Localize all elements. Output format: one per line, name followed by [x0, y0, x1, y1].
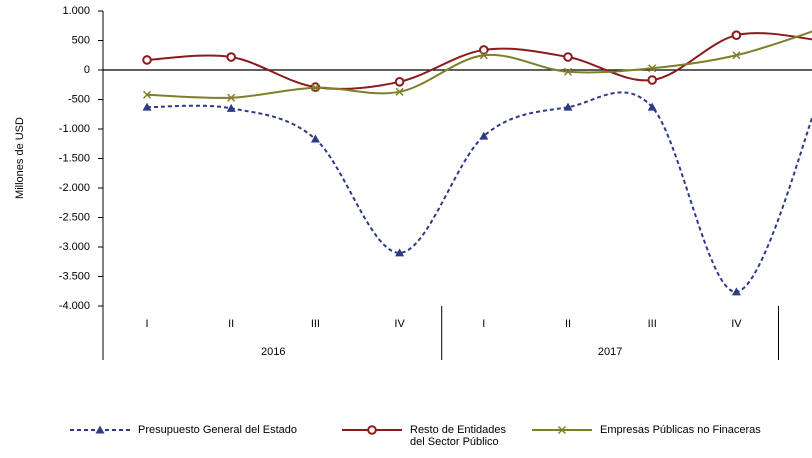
series-line [146, 91, 812, 293]
marker [563, 102, 573, 111]
y-tick-label: -2.000 [59, 182, 90, 194]
legend-swatch [342, 425, 402, 435]
x-tick-label: II [228, 318, 234, 330]
y-tick-label: -500 [68, 93, 90, 105]
marker [226, 52, 236, 62]
x-tick-label: I [145, 318, 148, 330]
y-tick-label: -2.500 [59, 211, 90, 223]
x-tick-label: II [565, 318, 571, 330]
legend-label: Resto de Entidades del Sector Público [410, 424, 507, 448]
y-tick-label: -3.500 [59, 270, 90, 282]
series-line [146, 30, 812, 99]
marker [310, 134, 320, 143]
y-tick-label: -1.500 [59, 152, 90, 164]
legend-label: Empresas Públicas no Finaceras [600, 424, 761, 436]
marker [395, 248, 405, 257]
y-tick-label: 500 [72, 34, 90, 46]
y-tick-label: 0 [84, 64, 90, 76]
legend-item: Resto de Entidades del Sector Público [340, 424, 520, 448]
marker [95, 425, 105, 434]
legend: Presupuesto General del Estado Resto de E… [0, 424, 812, 458]
x-tick-label: IV [394, 318, 405, 330]
marker [479, 51, 488, 60]
marker [563, 67, 573, 76]
marker [395, 87, 404, 96]
x-tick-label: IV [731, 318, 742, 330]
group-label: 2016 [261, 346, 285, 358]
marker [647, 102, 657, 111]
marker [311, 83, 320, 92]
marker [563, 52, 573, 62]
y-tick-label: 1.000 [62, 5, 90, 17]
x-tick-label: III [648, 318, 657, 330]
legend-item: Empresas Públicas no Finaceras [530, 424, 761, 436]
y-axis-label: Millones de USD [14, 117, 26, 199]
marker [227, 93, 236, 102]
marker [142, 90, 152, 99]
marker [142, 102, 152, 111]
group-label: 2017 [598, 346, 622, 358]
marker [732, 51, 741, 60]
legend-item: Presupuesto General del Estado [68, 424, 297, 436]
y-tick-label: -4.000 [59, 300, 90, 312]
x-tick-label: I [482, 318, 485, 330]
marker [731, 287, 741, 296]
legend-swatch [532, 425, 592, 435]
x-tick-label: III [311, 318, 320, 330]
marker [647, 75, 658, 85]
chart: Millones de USD 1.000 500 0 -500 -1.000 -1.50… [14, 5, 812, 360]
marker [731, 30, 742, 40]
marker [479, 45, 489, 55]
marker [394, 77, 405, 87]
y-tick-label: -1.000 [59, 123, 90, 135]
marker [557, 425, 567, 435]
marker [648, 64, 657, 73]
marker [142, 55, 152, 65]
marker [226, 103, 236, 112]
marker [479, 131, 489, 140]
legend-label: Presupuesto General del Estado [138, 424, 297, 436]
legend-swatch [70, 425, 130, 434]
y-tick-label: -3.000 [59, 241, 90, 253]
marker [367, 425, 377, 435]
